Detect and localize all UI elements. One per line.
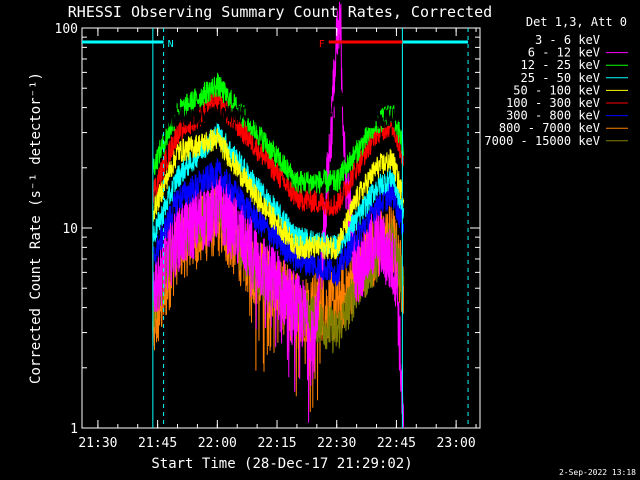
series-line-2 [152,72,405,194]
series-line-1 [152,1,405,429]
x-tick-label: 21:30 [78,436,117,451]
legend-label-1: 6 - 12 keV [528,46,600,60]
legend-label-5: 100 - 300 keV [506,96,600,110]
legend-label-8: 7000 - 15000 keV [484,134,600,148]
chart-title: RHESSI Observing Summary Count Rates, Co… [68,3,492,21]
y-tick-label: 1 [70,422,78,437]
interval-label-0: N [168,39,174,50]
ticks-layer: 21:30 21:45 22:00 22:15 22:30 22:45 23:00 1 10 10… [55,22,480,451]
x-tick-label: 23:00 [437,436,476,451]
y-axis-label: Corrected Count Rate (s⁻¹ detector⁻¹) [28,72,44,384]
legend-label-6: 300 - 800 keV [506,109,600,123]
series-layer [152,1,405,429]
series-line-6 [152,158,405,287]
x-tick-label: 21:45 [138,436,177,451]
x-tick-label: 22:45 [377,436,416,451]
interval-label-2: F [319,39,325,50]
legend-label-2: 12 - 25 keV [521,58,600,72]
y-tick-label: 10 [62,222,78,237]
legend-label-7: 800 - 7000 keV [499,121,600,135]
legend-label-3: 25 - 50 keV [521,71,600,85]
series-line-4 [152,128,405,260]
legend-label-4: 50 - 100 keV [513,83,600,97]
series-line-shadow-0 [152,88,405,132]
series-line-5 [152,90,405,216]
x-tick-label: 22:15 [257,436,296,451]
y-tick-label: 100 [55,22,78,37]
legend-title: Det 1,3, Att 0 [526,15,627,29]
x-tick-label: 22:30 [317,436,356,451]
x-tick-label: 22:00 [198,436,237,451]
x-axis-label: Start Time (28-Dec-17 21:29:02) [151,456,412,472]
footer-date: 2-Sep-2022 13:18 [559,468,636,477]
legend-label-0: 3 - 6 keV [535,33,600,47]
